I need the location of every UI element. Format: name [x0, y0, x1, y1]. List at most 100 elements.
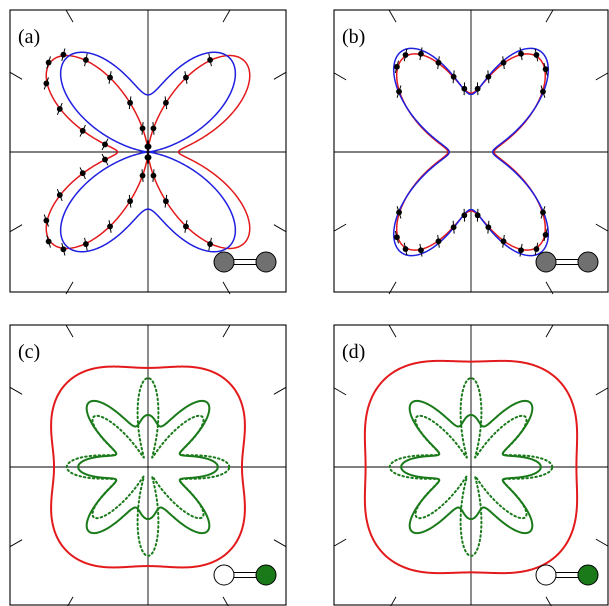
- panel-c-angle-tick: [67, 596, 74, 606]
- atom-left: [535, 564, 557, 586]
- atom-right: [577, 251, 599, 273]
- panel-a-data-point: [144, 154, 151, 161]
- panel-b-data-point: [518, 50, 524, 57]
- panel-a-data-point: [127, 99, 133, 106]
- panel-a-data-point: [107, 223, 113, 230]
- panel-b-data-point: [540, 88, 546, 95]
- panel-a-data-point: [82, 241, 89, 247]
- panel-d-green-solid-curve: [400, 399, 542, 535]
- panel-d-green-dotted-curve: [388, 377, 554, 557]
- panel-d: (d): [333, 324, 609, 606]
- panel-b-data-point: [500, 238, 507, 245]
- panel-a-data-point: [107, 74, 113, 81]
- panel-d-angle-tick: [595, 387, 609, 396]
- panel-d-angle-tick: [545, 596, 552, 606]
- panel-d-molecule-icon: [535, 564, 599, 586]
- panel-b-data-point: [435, 59, 442, 66]
- panel-b-data-point: [418, 247, 424, 254]
- panel-a-data-point: [150, 125, 157, 132]
- panel-a-data-point: [183, 74, 189, 81]
- panel-b-red-solid-curve: [395, 53, 547, 251]
- panel-c: (c): [9, 324, 287, 606]
- panel-b-data-point: [542, 231, 549, 238]
- panel-a-data-point: [45, 59, 52, 66]
- atom-left: [213, 564, 235, 586]
- panel-a-blue-solid-curve: [59, 51, 237, 253]
- atom-left: [213, 251, 235, 273]
- panel-a-data-point: [82, 57, 89, 63]
- atom-right: [577, 564, 599, 586]
- panel-a-angle-tick: [65, 281, 74, 295]
- panel-b-data-point: [533, 52, 540, 58]
- panel-a-data-point: [127, 198, 133, 205]
- panel-c-angle-tick: [273, 386, 287, 395]
- panel-a-data-point: [144, 143, 151, 150]
- panel-c-green-solid-curve: [77, 399, 219, 535]
- panel-c-angle-tick: [65, 324, 74, 338]
- atom-right: [255, 564, 277, 586]
- panel-b-data-point: [500, 59, 507, 66]
- panel-a-data-point: [139, 125, 146, 132]
- panel-b-data-point: [402, 246, 409, 252]
- panel-a-data-point: [79, 170, 86, 177]
- panel-b-angle-tick: [545, 281, 554, 295]
- panel-b-data-point: [450, 224, 457, 231]
- panel-a-data-point: [207, 57, 214, 63]
- panel-a-angle-tick: [222, 9, 231, 23]
- panel-b-data-point: [418, 50, 424, 57]
- panel-a-data-point: [56, 106, 63, 112]
- panel-b-angle-tick: [388, 281, 397, 295]
- panel-b-data-point: [402, 52, 409, 58]
- panel-a-angle-tick: [273, 71, 287, 80]
- panel-a-data-point: [102, 141, 108, 148]
- panel-a-angle-tick: [65, 9, 74, 23]
- panel-a-red-solid-curve: [45, 54, 251, 250]
- panel-b-data-point: [540, 209, 546, 216]
- panel-b-angle-tick: [388, 9, 397, 23]
- panel-d-red-solid-curve: [363, 359, 579, 575]
- panel-b-angle-tick: [545, 9, 554, 23]
- panel-b-data-point: [474, 212, 481, 219]
- panel-a-data-point: [60, 51, 67, 58]
- panel-b-data-point: [518, 247, 524, 254]
- panel-a-molecule-icon: [213, 251, 277, 273]
- panel-b-data-point: [474, 85, 481, 92]
- panel-d-angle-tick: [545, 324, 554, 338]
- panel-a-data-point: [43, 217, 50, 224]
- panel-b-data-point: [485, 224, 492, 231]
- panel-a-data-point: [183, 223, 189, 230]
- panel-c-label: (c): [18, 341, 40, 363]
- panel-a-label: (a): [18, 26, 40, 48]
- panel-a-data-point: [79, 127, 86, 134]
- panel-b-angle-tick: [595, 223, 609, 232]
- panel-b-blue-solid-curve: [393, 47, 549, 257]
- panel-a-data-point: [43, 80, 50, 87]
- panel-b-data-point: [396, 209, 402, 216]
- panel-b: (b): [333, 9, 609, 295]
- panel-b-molecule-icon: [535, 251, 599, 273]
- panel-b-data-point: [435, 238, 442, 245]
- panel-a-angle-tick: [9, 71, 23, 80]
- panel-d-angle-tick: [333, 538, 347, 547]
- panel-b-angle-tick: [595, 72, 609, 81]
- panel-b-angle-tick: [333, 72, 347, 81]
- panel-a-angle-tick: [273, 224, 287, 233]
- panel-a-data-point: [163, 99, 169, 106]
- panel-b-angle-tick: [333, 223, 347, 232]
- panel-c-angle-tick: [222, 324, 231, 338]
- panel-b-data-point: [485, 73, 492, 80]
- panel-c-angle-tick: [222, 596, 229, 606]
- panel-c-green-dotted-curve: [65, 377, 231, 557]
- panel-d-angle-tick: [388, 324, 397, 338]
- panel-a-data-point: [60, 246, 67, 253]
- panel-a-angle-tick: [222, 281, 231, 295]
- panel-c-angle-tick: [273, 539, 287, 548]
- panel-c-angle-tick: [9, 386, 23, 395]
- panel-d-label: (d): [342, 341, 365, 363]
- panel-a-data-point: [102, 156, 108, 163]
- panel-a-data-point: [56, 192, 63, 198]
- panel-b-data-point: [461, 212, 468, 219]
- panel-a-data-point: [139, 172, 146, 179]
- panel-b-label: (b): [342, 26, 365, 48]
